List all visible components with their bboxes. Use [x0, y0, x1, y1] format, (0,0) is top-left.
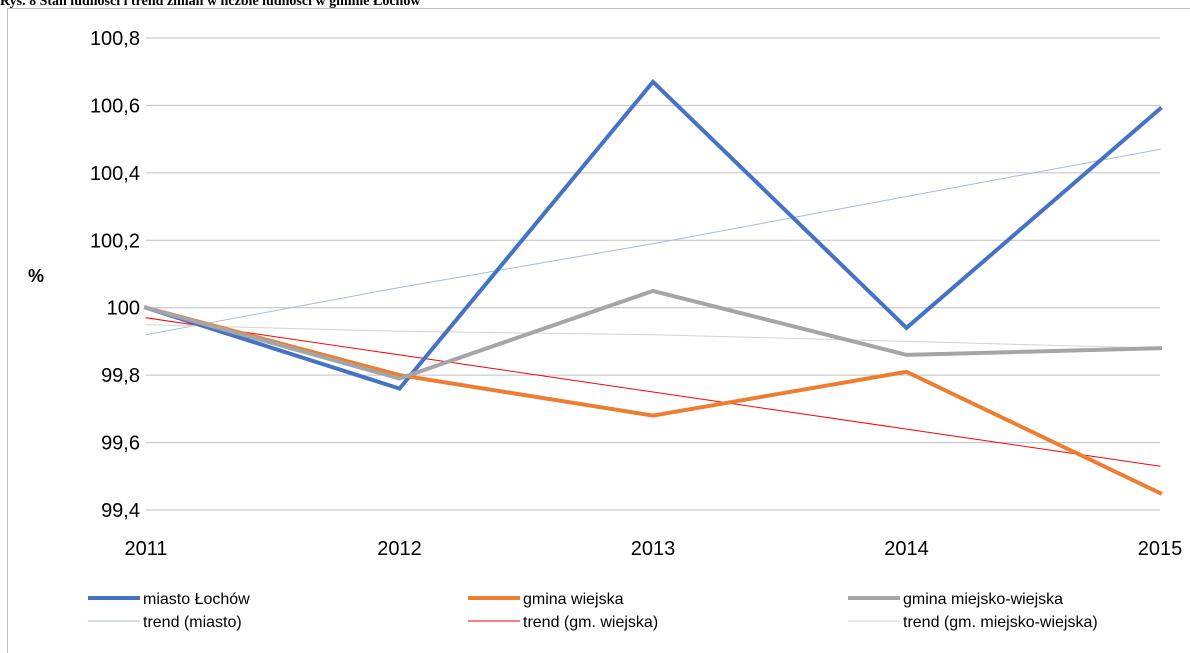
y-axis-ticks: 99,4 99,6 99,8 100 100,2 100,4 100,6 100,8 [90, 28, 140, 522]
legend-label: trend (miasto) [143, 614, 242, 631]
y-tick-label: 100,8 [90, 28, 140, 50]
series-line-4 [145, 317, 1161, 467]
gridlines [146, 37, 1160, 511]
x-tick-label: 2014 [884, 538, 929, 560]
series-line-0 [143, 78, 1163, 391]
y-tick-label: 100,2 [90, 230, 140, 252]
y-tick-label: 100,6 [90, 95, 140, 117]
y-tick-label: 99,8 [101, 365, 140, 387]
legend-label: trend (gm. miejsko-wiejska) [903, 614, 1098, 631]
series-line-3 [145, 148, 1161, 336]
y-tick-label: 99,4 [101, 500, 140, 522]
y-tick-label: 99,6 [101, 433, 140, 455]
series-line-1 [143, 305, 1163, 496]
x-tick-label: 2013 [631, 538, 676, 560]
legend-label: gmina wiejska [523, 591, 624, 608]
legend-label: trend (gm. wiejska) [523, 614, 658, 631]
x-tick-label: 2011 [124, 538, 167, 560]
x-tick-label: 2015 [1138, 538, 1183, 560]
series-line-5 [145, 324, 1161, 349]
legend-label: miasto Łochów [143, 591, 250, 608]
y-tick-label: 100,4 [90, 163, 140, 185]
figure-caption: Rys. 8 Stan ludności i trend zmian w lic… [0, 0, 421, 9]
legend: miasto Łochów gmina wiejska gmina miejsko-… [88, 591, 1098, 631]
x-axis-ticks: 2011 2012 2013 2014 2015 [124, 538, 1182, 560]
series-lines [143, 78, 1163, 496]
y-tick-label: 100 [107, 298, 140, 320]
chart-frame [7, 8, 1190, 653]
series-line-2 [143, 288, 1163, 381]
legend-label: gmina miejsko-wiejska [903, 591, 1063, 608]
y-axis-label: % [28, 266, 44, 286]
x-tick-label: 2012 [377, 538, 422, 560]
